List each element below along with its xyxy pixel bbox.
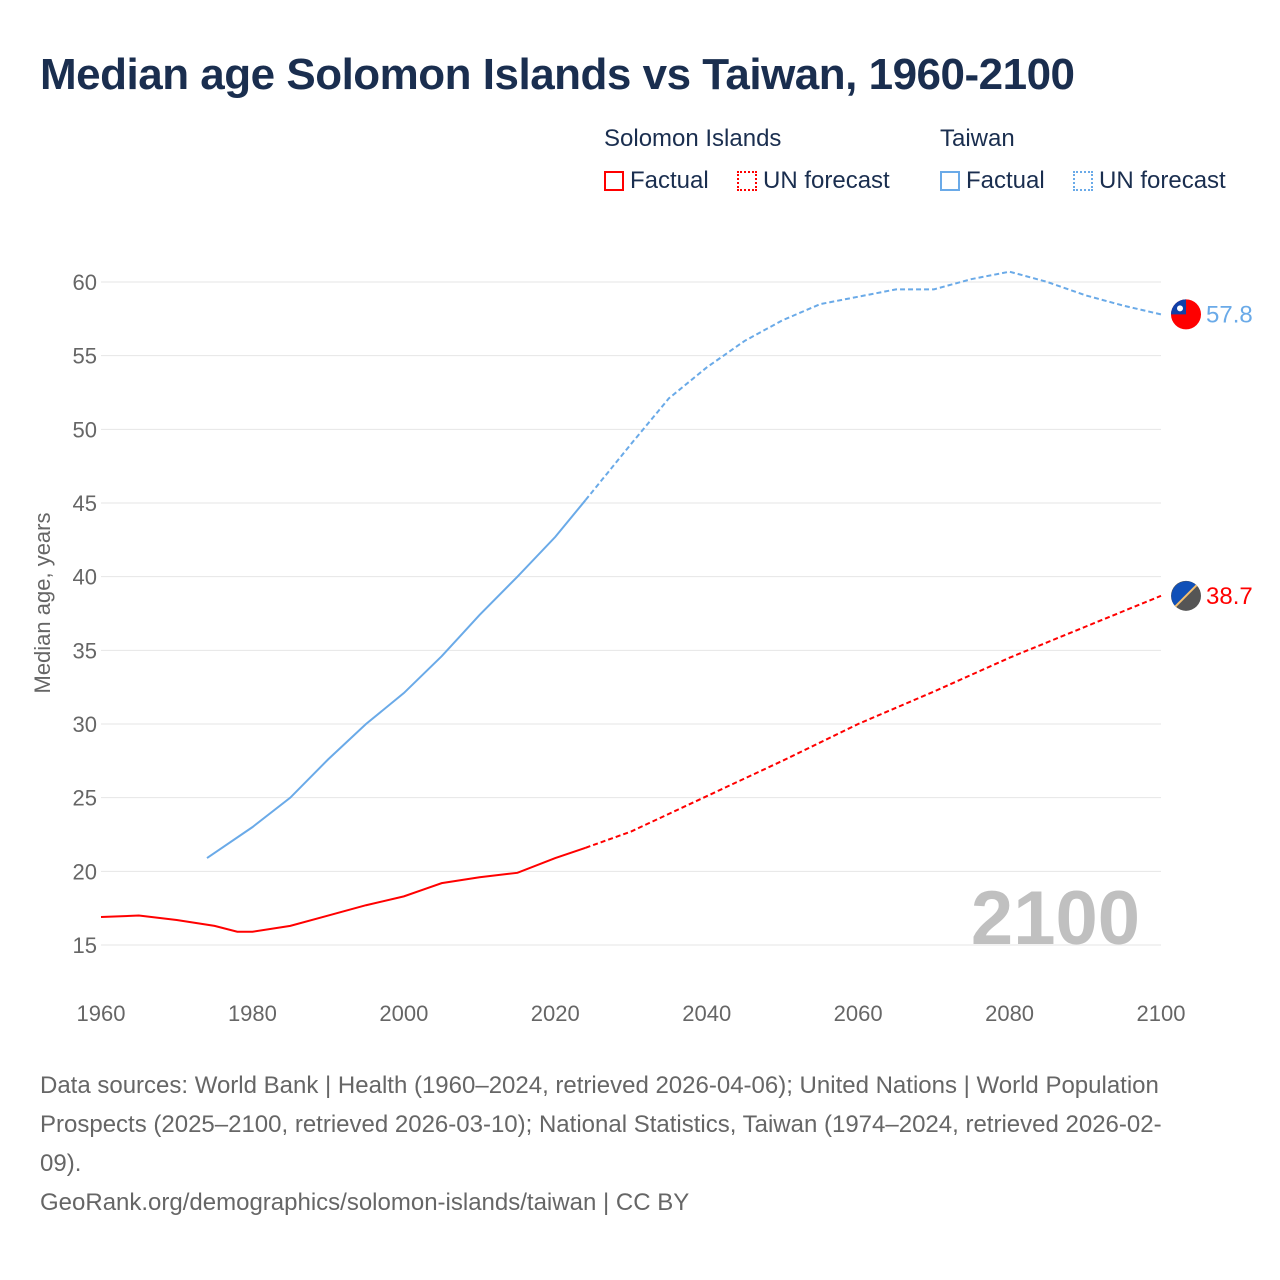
- data-sources: Data sources: World Bank | Health (1960–…: [40, 1072, 1162, 1177]
- legend-label: UN forecast: [1099, 167, 1226, 194]
- y-tick-label: 60: [73, 270, 97, 295]
- y-tick-label: 50: [73, 417, 97, 442]
- y-tick-label: 30: [73, 712, 97, 737]
- legend-label: Factual: [966, 167, 1045, 194]
- x-tick-label: 2040: [682, 1001, 731, 1026]
- y-tick-label: 35: [73, 638, 97, 663]
- y-tick-label: 40: [73, 565, 97, 590]
- legend-taiwan-factual[interactable]: Factual: [940, 167, 1045, 195]
- year-watermark: 2100: [971, 876, 1140, 961]
- series-line-forecast: [585, 594, 1162, 849]
- y-tick-label: 15: [73, 933, 97, 958]
- legend-solomon-forecast[interactable]: UN forecast: [737, 167, 890, 195]
- legend-label: Factual: [630, 167, 709, 194]
- legend-solomon-factual[interactable]: Factual: [604, 167, 709, 195]
- legend-taiwan-forecast[interactable]: UN forecast: [1073, 167, 1226, 195]
- y-axis-label: Median age, years: [30, 513, 55, 694]
- x-tick-label: 2100: [1137, 1001, 1186, 1026]
- y-tick-label: 25: [73, 786, 97, 811]
- solomon-flag-icon: [1171, 580, 1201, 611]
- dotted-swatch-icon: [737, 171, 757, 191]
- legend-taiwan-heading: Taiwan: [940, 125, 1015, 152]
- x-tick-label: 2060: [834, 1001, 883, 1026]
- y-tick-label: 45: [73, 491, 97, 516]
- credit-link[interactable]: GeoRank.org/demographics/solomon-islands…: [40, 1189, 690, 1216]
- series-line-factual: [206, 499, 587, 859]
- plot-area: 15 20 25 30 35 40 45 50 55 60 1960 1980 2000 2020 2040…: [30, 270, 1253, 1026]
- legend-solomon-heading: Solomon Islands: [604, 125, 782, 152]
- series-line-factual: [100, 846, 586, 933]
- x-tick-label: 1960: [77, 1001, 126, 1026]
- end-value-label: 57.8: [1206, 301, 1253, 328]
- chart-title: Median age Solomon Islands vs Taiwan, 19…: [40, 50, 1075, 99]
- series-line-forecast: [584, 270, 1162, 501]
- dotted-swatch-icon: [1073, 171, 1093, 191]
- x-tick-label: 2000: [379, 1001, 428, 1026]
- y-tick-label: 55: [73, 344, 97, 369]
- solid-swatch-icon: [604, 171, 624, 191]
- x-tick-label: 2080: [985, 1001, 1034, 1026]
- taiwan-flag-icon: [1171, 299, 1201, 330]
- solid-swatch-icon: [940, 171, 960, 191]
- footer: Data sources: World Bank | Health (1960–…: [40, 1066, 1200, 1222]
- legend-label: UN forecast: [763, 167, 890, 194]
- y-tick-label: 20: [73, 859, 97, 884]
- x-tick-label: 2020: [531, 1001, 580, 1026]
- x-tick-label: 1980: [228, 1001, 277, 1026]
- end-value-label: 38.7: [1206, 583, 1253, 610]
